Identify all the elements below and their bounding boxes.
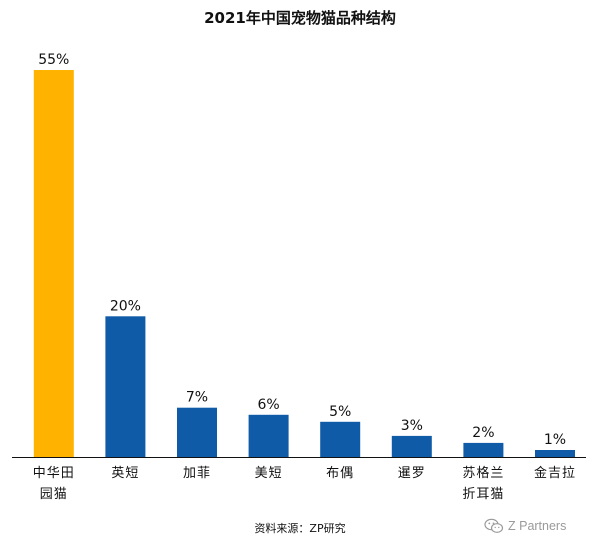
category-label: 英短 — [111, 466, 140, 481]
category-label: 中华田 园猫 — [32, 466, 75, 502]
watermark: Z Partners — [484, 516, 566, 536]
bar — [391, 435, 432, 457]
watermark-text: Z Partners — [508, 519, 567, 533]
chart-title: 2021年中国宠物猫品种结构 — [204, 9, 396, 27]
bar — [248, 414, 289, 457]
category-label: 暹罗 — [397, 466, 426, 481]
category-label: 美短 — [254, 466, 283, 481]
value-label: 1% — [544, 432, 566, 448]
bar — [33, 70, 74, 457]
category-label: 加菲 — [182, 466, 211, 481]
value-label: 3% — [401, 418, 423, 434]
bar — [105, 316, 146, 457]
wechat-icon — [484, 518, 504, 533]
value-label: 5% — [329, 404, 351, 420]
bars-layer — [33, 70, 575, 457]
value-label: 2% — [472, 425, 494, 441]
bar — [463, 442, 504, 457]
bar — [535, 450, 575, 457]
value-label: 7% — [186, 390, 208, 406]
value-label: 6% — [257, 397, 279, 413]
value-label: 20% — [110, 298, 141, 314]
source-note: 资料来源：ZP研究 — [254, 522, 346, 535]
category-label: 苏格兰 折耳猫 — [462, 466, 505, 502]
bar — [177, 407, 217, 457]
value-labels-layer: 55% 20% 7% 6% 5% 3% 2% 1% — [38, 52, 566, 448]
category-label: 金吉拉 — [533, 466, 576, 481]
value-label: 55% — [38, 52, 69, 68]
category-label: 布偶 — [326, 466, 355, 481]
bar — [320, 421, 361, 457]
